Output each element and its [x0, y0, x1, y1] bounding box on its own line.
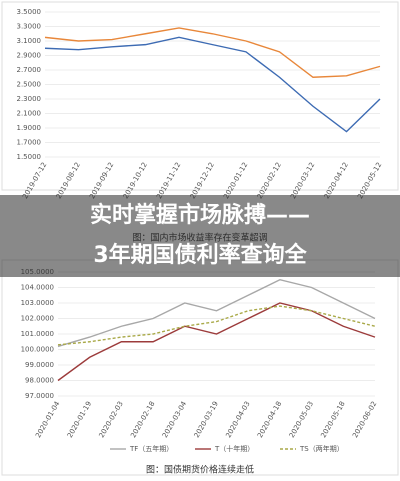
y-tick-label: 100.0000 [21, 346, 54, 354]
image-frame [1, 1, 399, 191]
y-tick-label: 99.0000 [25, 361, 54, 369]
y-tick-label: 104.0000 [21, 284, 54, 292]
y-tick-label: 2.3000 [17, 95, 42, 103]
legend-label: TF（五年期） [129, 444, 173, 453]
line-series [57, 279, 376, 348]
line-series [44, 36, 381, 133]
banner-bg [0, 195, 400, 277]
banner-title: 3年期国债利率查询全 [93, 242, 307, 268]
line-series [57, 302, 376, 382]
legend-label: T（十年期） [214, 444, 254, 453]
y-tick-label: 1.5000 [17, 153, 42, 161]
y-tick-label: 3.3000 [17, 23, 42, 31]
y-tick-label: 97.0000 [25, 392, 54, 400]
y-tick-label: 101.0000 [21, 330, 54, 338]
y-tick-label: 102.0000 [21, 315, 54, 323]
y-tick-label: 1.7000 [17, 139, 42, 147]
y-tick-label: 2.1000 [17, 110, 42, 118]
y-tick-label: 2.5000 [17, 81, 42, 89]
y-tick-label: 1.9000 [17, 124, 42, 132]
y-tick-label: 2.7000 [17, 66, 42, 74]
y-tick-label: 3.5000 [17, 8, 42, 16]
line-series [44, 27, 381, 78]
y-tick-label: 2.9000 [17, 52, 42, 60]
y-tick-label: 98.0000 [25, 377, 54, 385]
banner-title: 实时掌握市场脉搏—— [90, 202, 310, 228]
legend-label: TS（两年期） [299, 444, 344, 453]
y-tick-label: 3.1000 [17, 37, 42, 45]
y-tick-label: 103.0000 [21, 299, 54, 307]
caption: 图：国债期货价格连续走低 [146, 464, 254, 476]
line-series [57, 305, 376, 346]
